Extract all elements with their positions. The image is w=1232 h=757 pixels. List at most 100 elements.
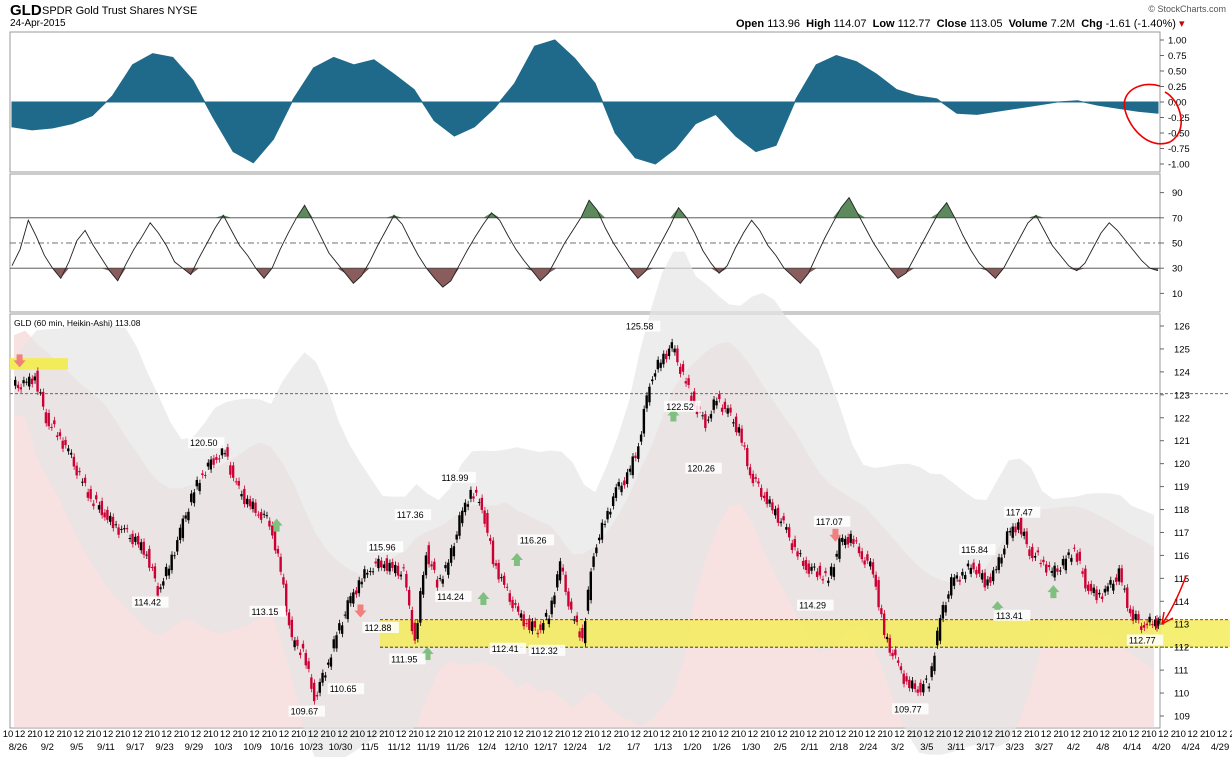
- price-bar: [427, 545, 430, 565]
- low-value: 112.77: [897, 18, 931, 30]
- chart-date: 24-Apr-2015: [10, 18, 66, 29]
- price-bar: [1154, 619, 1157, 627]
- price-bar: [226, 447, 229, 457]
- price-bar: [511, 599, 514, 609]
- price-bar: [810, 566, 813, 571]
- rsi-line: [11, 196, 1159, 288]
- x-tick-label: 1/13: [654, 742, 673, 753]
- x-hour-label: 2: [1024, 729, 1029, 740]
- ohlc-readout: Open 113.96 High 114.07 Low 112.77 Close…: [736, 17, 1185, 30]
- x-tick-label: 12/24: [563, 742, 587, 753]
- price-bar: [301, 643, 305, 649]
- oscillator-tick-label: 0.50: [1168, 67, 1187, 78]
- price-bar: [354, 590, 358, 595]
- x-hour-label: 10: [1175, 729, 1186, 740]
- price-bar: [86, 492, 90, 498]
- price-bar: [184, 515, 187, 519]
- price-bar: [849, 533, 852, 543]
- x-tick-label: 10/23: [299, 742, 323, 753]
- price-bar: [846, 537, 850, 545]
- price-bar: [95, 495, 98, 500]
- open-label: Open: [736, 18, 765, 30]
- x-hour-label: 12: [513, 729, 524, 740]
- price-bar: [874, 574, 877, 587]
- price-bar: [394, 564, 397, 574]
- price-label-bg: [517, 534, 555, 546]
- price-bar: [360, 581, 363, 585]
- x-hour-label: 12: [191, 729, 202, 740]
- price-bar: [433, 561, 436, 570]
- price-bar: [1092, 587, 1095, 593]
- price-bar: [972, 562, 975, 570]
- price-bar: [374, 561, 377, 564]
- price-bar: [162, 581, 165, 586]
- price-bar: [326, 662, 330, 665]
- price-bar: [1017, 522, 1020, 530]
- price-bar: [860, 551, 864, 560]
- price-bar: [1109, 580, 1112, 585]
- price-bar: [363, 569, 366, 579]
- price-bar: [617, 482, 620, 487]
- x-hour-label: 10: [999, 729, 1010, 740]
- price-bar: [1047, 565, 1051, 568]
- price-bar: [941, 605, 945, 619]
- price-tick-label: 122: [1174, 413, 1190, 424]
- sell-signal-icon: [13, 354, 26, 368]
- price-bar: [377, 558, 380, 569]
- x-hour-label: 10: [237, 729, 248, 740]
- price-bar: [572, 619, 576, 621]
- price-bar: [1151, 624, 1154, 626]
- price-bar: [441, 579, 444, 584]
- price-bar: [818, 565, 822, 576]
- price-bar: [804, 560, 808, 570]
- price-bar: [254, 502, 257, 513]
- price-bar: [1086, 584, 1090, 591]
- price-bar: [679, 366, 682, 374]
- x-hour-label: 2: [27, 729, 32, 740]
- x-hour-label: 12: [161, 729, 172, 740]
- price-bar: [405, 574, 408, 588]
- x-tick-label: 3/11: [947, 742, 965, 753]
- x-hour-label: 2: [936, 729, 941, 740]
- price-bar: [866, 554, 869, 561]
- x-hour-label: 12: [132, 729, 143, 740]
- price-bar: [1039, 562, 1042, 564]
- price-bar: [240, 494, 243, 497]
- x-tick-label: 1/30: [742, 742, 761, 753]
- x-hour-label: 10: [1205, 729, 1216, 740]
- x-tick-label: 1/7: [627, 742, 640, 753]
- chg-down-icon: ▾: [1179, 18, 1185, 30]
- buy-signal-icon: [1047, 585, 1060, 599]
- price-label-bg: [1003, 506, 1041, 518]
- price-bar: [1117, 568, 1121, 582]
- price-bar: [597, 537, 601, 541]
- price-bar: [69, 452, 73, 455]
- price-bar: [709, 414, 713, 419]
- price-bar: [611, 496, 615, 507]
- price-bar: [399, 574, 402, 577]
- price-label: 109.67: [291, 707, 319, 717]
- price-bar: [44, 412, 48, 424]
- price-bar: [989, 576, 992, 583]
- price-bar: [670, 342, 674, 349]
- price-bar: [980, 573, 984, 580]
- volume-label: Volume: [1008, 18, 1048, 30]
- price-bar: [824, 571, 827, 574]
- price-bar: [751, 473, 755, 484]
- price-bar: [760, 487, 763, 497]
- price-tick-label: 116: [1174, 551, 1189, 562]
- price-bar: [444, 565, 447, 569]
- price-bar: [438, 577, 442, 579]
- price-tick-label: 117: [1174, 528, 1189, 539]
- price-bar: [206, 462, 210, 467]
- price-bar: [790, 543, 794, 551]
- price-bar: [779, 521, 782, 524]
- price-bar: [829, 566, 833, 576]
- price-label: 111.95: [391, 654, 417, 664]
- price-bar: [737, 427, 741, 433]
- x-hour-label: 12: [748, 729, 759, 740]
- price-bar: [913, 683, 917, 690]
- x-tick-label: 4/14: [1123, 742, 1142, 753]
- price-bar: [237, 480, 240, 486]
- x-tick-label: 3/23: [1006, 742, 1025, 753]
